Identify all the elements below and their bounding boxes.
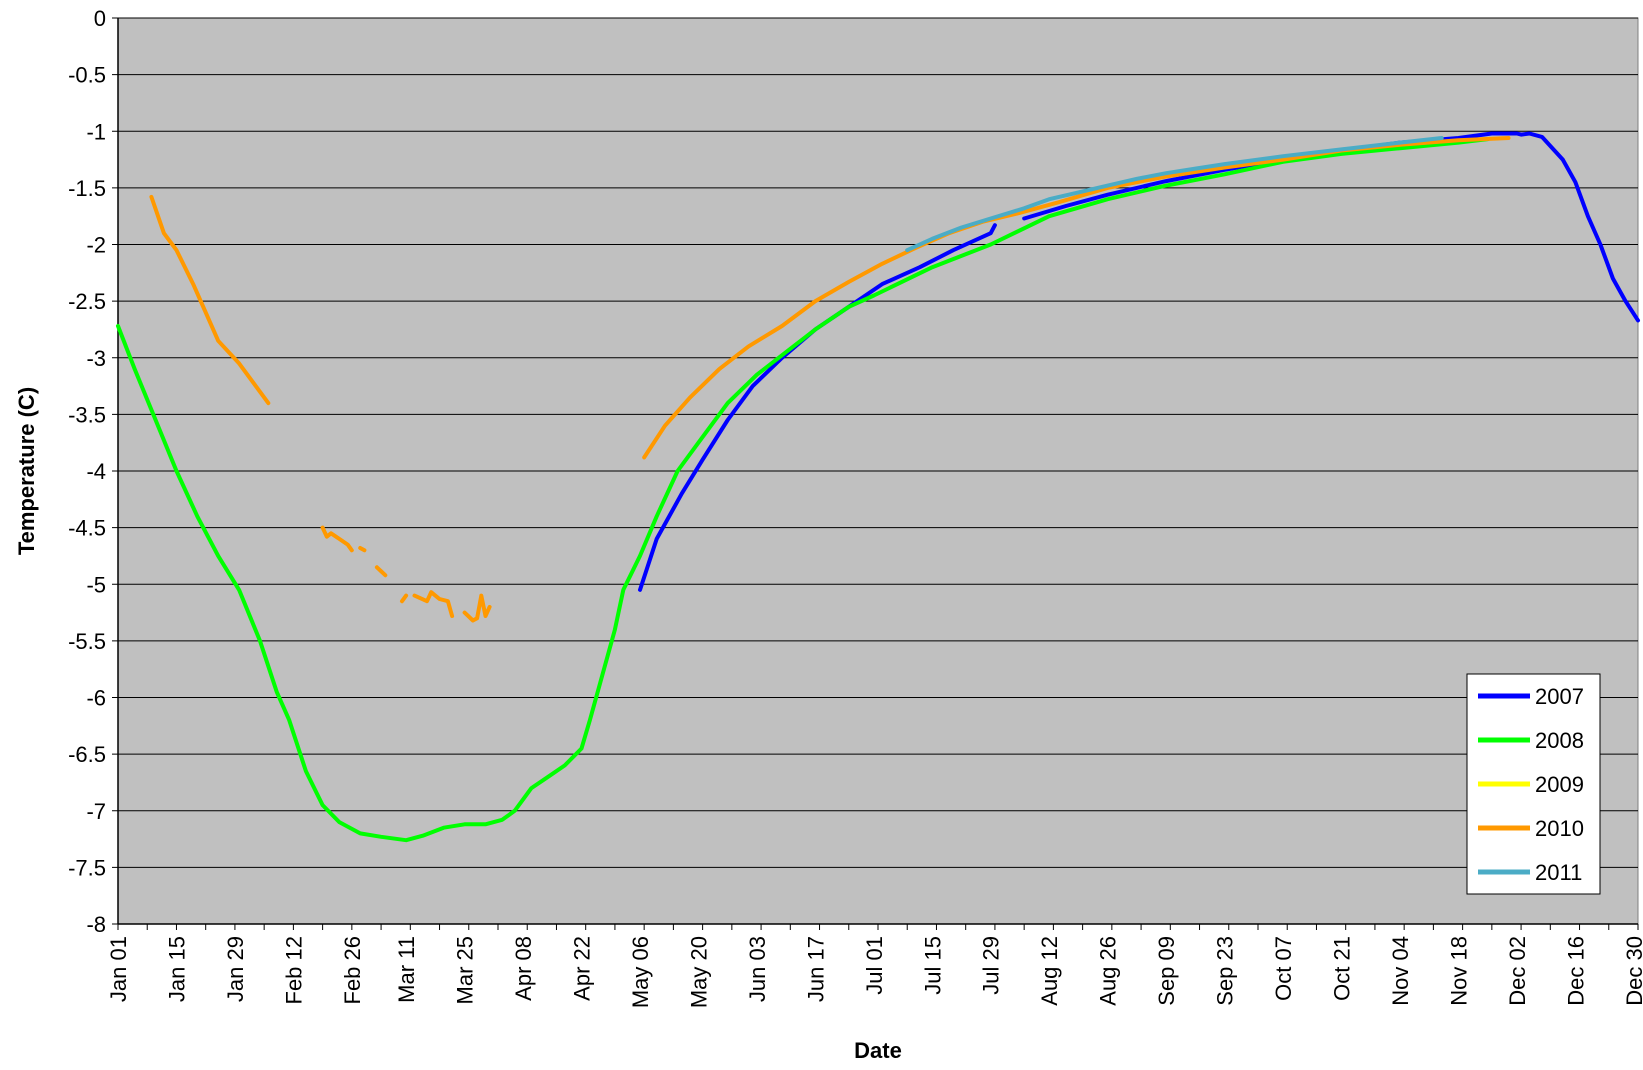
- x-tick-label: Apr 08: [511, 936, 536, 1001]
- x-tick-labels: Jan 01 Jan 15 Jan 29 Feb 12 Feb 26 Mar 11 Mar …: [106, 936, 1643, 1008]
- y-tick-label: -2.5: [68, 289, 106, 314]
- y-tick-label: -3.5: [68, 402, 106, 427]
- series-line-2007: [1022, 131, 1640, 323]
- x-tick-label: Jan 01: [106, 936, 131, 1002]
- x-tick-label: Nov 04: [1388, 936, 1413, 1006]
- legend-label-2008: 2008: [1535, 728, 1584, 753]
- legend-label-2010: 2010: [1535, 816, 1584, 841]
- series-line-2010: [462, 593, 492, 623]
- x-tick-label: Mar 11: [394, 936, 419, 1003]
- legend-label-2009: 2009: [1535, 772, 1584, 797]
- x-tick-label: Dec 02: [1505, 936, 1530, 1006]
- x-tick-label: Aug 26: [1096, 936, 1121, 1006]
- y-tick-label: -0.5: [68, 63, 106, 88]
- x-tick-label: Dec 30: [1622, 936, 1643, 1006]
- y-tick-label: -6: [86, 686, 106, 711]
- x-tick-label: Oct 21: [1330, 936, 1355, 1001]
- x-tick-label: Apr 22: [570, 936, 595, 1001]
- series-lines: [116, 131, 1640, 843]
- series-line-2008: [116, 137, 1490, 843]
- y-tick-label: -6.5: [68, 742, 106, 767]
- y-tick-label: -4: [86, 459, 106, 484]
- y-tick-label: -7.5: [68, 855, 106, 880]
- x-tick-label: Mar 25: [453, 936, 478, 1004]
- legend-label-2007: 2007: [1535, 684, 1584, 709]
- series-line-2011: [905, 136, 1444, 253]
- series-line-2010: [400, 593, 409, 604]
- legend-label-2011: 2011: [1535, 860, 1582, 885]
- x-tick-label: Jan 29: [223, 936, 248, 1002]
- y-tick-label: 0: [94, 6, 106, 31]
- x-tick-label: Jul 01: [862, 936, 887, 995]
- y-axis-title: Temperature (C): [14, 387, 39, 555]
- x-tick-label: Aug 12: [1037, 936, 1062, 1006]
- x-tick-label: Feb 26: [340, 936, 365, 1005]
- x-tick-label: Jun 03: [745, 936, 770, 1002]
- x-tick-label: Jul 29: [979, 936, 1004, 995]
- x-tick-label: Jun 17: [803, 936, 828, 1002]
- series-line-2010: [149, 194, 271, 406]
- y-tick-label: -4.5: [68, 516, 106, 541]
- x-tick-label: Nov 18: [1446, 936, 1471, 1006]
- grid-lines: [112, 17, 1638, 925]
- y-tick-labels: 0 -0.5 -1 -1.5 -2 -2.5 -3 -3.5 -4 -4.5 -5 -5.5 -6 -6.…: [68, 6, 106, 937]
- x-tick-label: May 20: [686, 936, 711, 1008]
- y-tick-label: -7: [86, 799, 106, 824]
- y-tick-label: -1: [86, 119, 106, 144]
- x-tick-label: May 06: [628, 936, 653, 1008]
- y-tick-label: -3: [86, 346, 106, 371]
- y-tick-label: -1.5: [68, 176, 106, 201]
- axes: [117, 18, 1639, 930]
- x-tick-label: Oct 07: [1271, 936, 1296, 1001]
- x-tick-label: Feb 12: [281, 936, 306, 1005]
- x-tick-label: Jul 15: [920, 936, 945, 995]
- x-tick-label: Sep 23: [1213, 936, 1238, 1006]
- y-tick-label: -5: [86, 572, 106, 597]
- series-line-2010: [412, 590, 455, 618]
- series-line-2010: [320, 525, 354, 553]
- x-tick-label: Jan 15: [164, 936, 189, 1002]
- legend: 2007 2008 2009 2010 2011: [1466, 673, 1601, 895]
- series-line-2010: [358, 546, 367, 553]
- x-tick-label: Dec 16: [1563, 936, 1588, 1006]
- y-tick-label: -2: [86, 233, 106, 258]
- y-tick-label: -5.5: [68, 629, 106, 654]
- x-axis-title: Date: [854, 1038, 902, 1063]
- series-line-2010: [374, 565, 388, 578]
- x-tick-label: Sep 09: [1154, 936, 1179, 1006]
- y-tick-label: -8: [86, 912, 106, 937]
